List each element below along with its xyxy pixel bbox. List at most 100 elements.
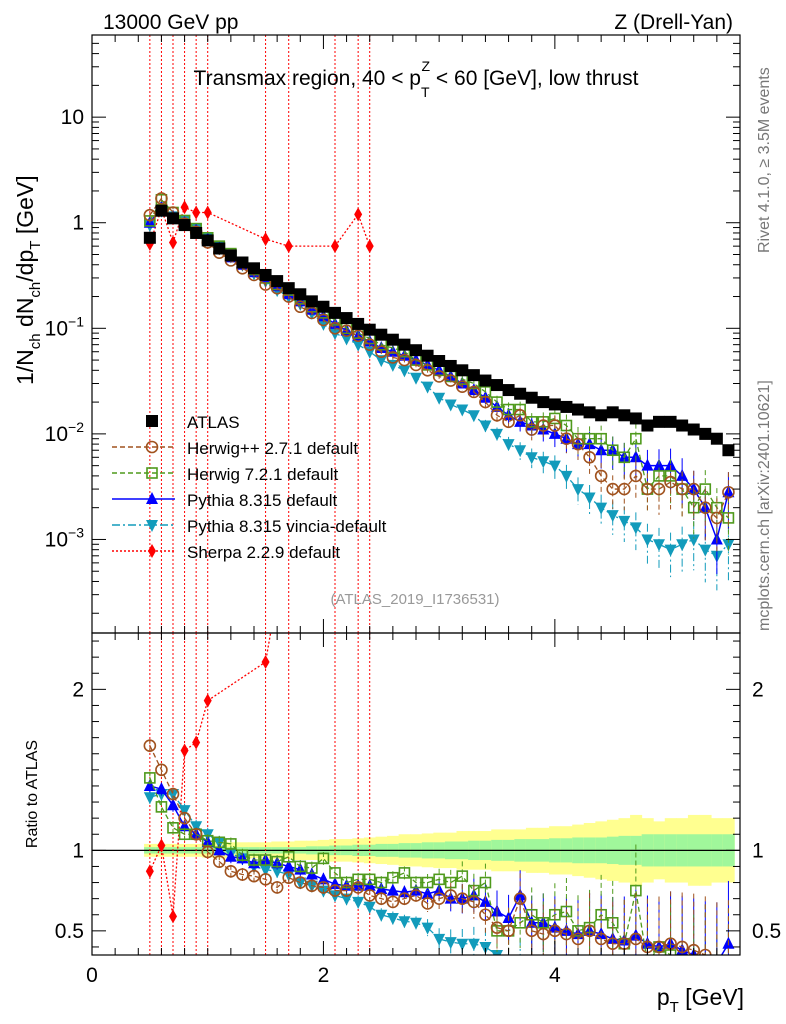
data-point [294,288,307,301]
ratio-point [700,958,710,968]
ratio-point [456,938,469,951]
ratio-point [491,950,503,955]
ratio-point [433,873,445,886]
ratio-point [421,886,434,899]
mcplots-label: mcplots.cern.ch [arXiv:2401.10621] [756,380,773,631]
data-point [479,374,492,387]
ratio-point [259,873,272,886]
data-point [410,344,422,357]
title-pre: Transmax region, 40 < p [194,67,421,90]
ratio-point [479,876,492,889]
data-point [630,432,642,445]
data-point [259,268,272,281]
data-point [618,515,631,528]
series-0 [143,204,735,457]
data-point [560,470,573,483]
data-point [386,351,400,364]
data-point [537,456,550,469]
ratio-point [456,870,469,882]
data-point [676,539,689,552]
ratio-point [502,954,515,955]
data-point [548,398,561,411]
legend-label: Pythia 8.315 default [187,491,338,510]
legend-label: Pythia 8.315 vincia-default [187,517,387,536]
data-point [180,200,189,215]
data-point [595,432,607,445]
ratio-point [607,989,619,1001]
data-point [606,510,619,523]
legend-label: Sherpa 2.2.9 default [187,543,340,562]
ratio-point [282,871,296,885]
legend-entry-3: Pythia 8.315 default [112,491,338,510]
data-point [525,452,538,465]
data-point [456,364,469,377]
ratio-point [271,866,284,879]
ratio-point [259,864,272,877]
ratio-point [192,735,201,750]
legend-marker [146,492,158,504]
data-point [398,353,411,367]
data-point [641,534,654,547]
ratio-point [247,869,261,883]
data-point [328,322,342,335]
data-point [537,396,550,409]
data-point [525,391,538,404]
data-point [572,484,584,497]
data-point [664,470,677,482]
ratio-point [189,827,203,841]
data-point [213,242,226,255]
ratio-point [329,867,341,879]
ratio-point [571,932,585,946]
legend-marker [146,415,158,427]
ratio-series-4 [145,633,371,955]
legend-entry-2: Herwig 7.2.1 default [112,465,338,484]
data-point [467,385,481,399]
ratio-point [212,855,226,868]
main-axis-ticks: 10 1 10−1 10−2 10−3 [45,34,741,633]
ratio-point [687,943,701,955]
data-point [491,379,503,392]
ratio-point [548,924,562,938]
ratio-point [490,921,504,934]
data-point [340,333,353,346]
data-point [190,226,203,239]
ratio-point [155,782,168,795]
legend-marker [148,544,156,558]
data-point [560,432,573,446]
ratio-point [201,835,214,848]
data-point [699,544,712,557]
x-tick-label: 0 [86,964,98,987]
legend-entry-5: Sherpa 2.2.9 default [112,543,340,562]
ratio-point [259,854,272,866]
data-point [305,306,319,320]
data-point [455,380,469,393]
ratio-point [398,867,411,879]
data-point [479,420,492,433]
data-point [664,544,677,557]
data-point [710,511,724,525]
data-point [687,534,700,547]
ratio-point [213,836,226,849]
data-point [398,365,411,378]
data-point [490,408,504,422]
y-tick-label: 10−2 [45,419,85,446]
ratio-series-layer [143,633,735,1001]
data-point [167,212,179,225]
ratio-point [711,958,722,969]
ratio-point [351,881,365,894]
ratio-point [167,798,179,811]
data-point [664,475,677,489]
ratio-point [410,917,422,930]
ratio-point [236,849,249,861]
main-series-layer [143,35,735,633]
ratio-point [398,916,411,929]
ratio-point [594,932,608,946]
ratio-point [166,787,180,801]
data-point [583,406,596,419]
data-point [340,324,353,337]
legend-label: Herwig++ 2.7.1 default [187,439,358,458]
data-point [513,408,527,422]
ratio-point [421,922,434,935]
ratio-point [155,763,168,777]
